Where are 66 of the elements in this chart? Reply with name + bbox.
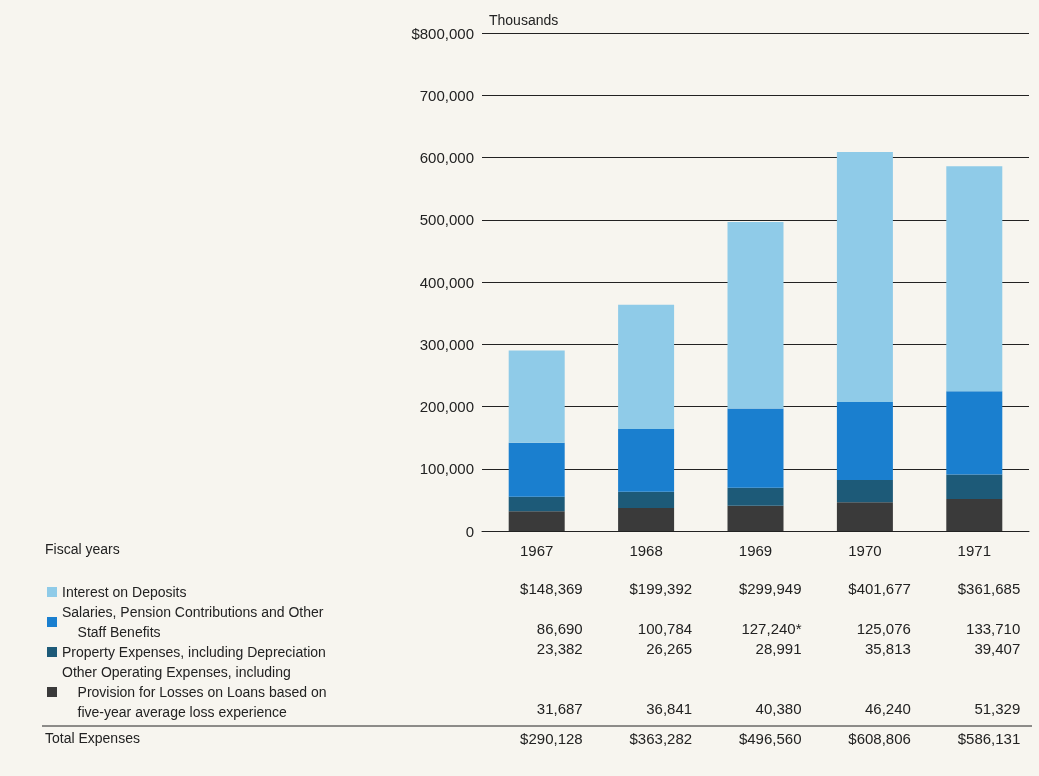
y-tick-label: 300,000 bbox=[419, 335, 474, 353]
legend-label: Salaries, Pension Contributions and Other Staff Benefits bbox=[62, 604, 324, 640]
data-label: 39,407 bbox=[974, 639, 1021, 657]
y-tick-label: 400,000 bbox=[419, 273, 474, 291]
legend-label: Other Operating Expenses, including Provision for Losses on Loans based on five-year average loss experience bbox=[62, 664, 327, 720]
bar bbox=[618, 508, 675, 531]
bar bbox=[836, 152, 893, 403]
y-tick-label: 100,000 bbox=[419, 460, 474, 478]
text: $496,560 bbox=[738, 729, 802, 747]
text: $608,806 bbox=[848, 729, 911, 747]
bar bbox=[618, 428, 675, 492]
data-label: 35,813 bbox=[865, 639, 911, 657]
data-label: 86,690 bbox=[536, 619, 583, 637]
text: $363,282 bbox=[629, 729, 693, 747]
bar bbox=[946, 474, 1003, 500]
x-tick-label: 1970 bbox=[848, 542, 882, 559]
legend-label: Interest on Deposits bbox=[62, 584, 187, 600]
bar bbox=[508, 350, 565, 443]
text: $290,128 bbox=[520, 729, 583, 747]
bar bbox=[727, 505, 784, 531]
data-label: 127,240* bbox=[741, 619, 802, 637]
bar bbox=[618, 491, 675, 509]
x-tick-label: 1971 bbox=[957, 542, 991, 559]
data-label: 28,991 bbox=[755, 639, 802, 657]
legend-label: Property Expenses, including Depreciation bbox=[62, 644, 326, 660]
bar bbox=[836, 502, 893, 531]
text: Total Expenses bbox=[45, 730, 140, 746]
data-label: 51,329 bbox=[974, 699, 1021, 717]
x-tick-label: 1968 bbox=[629, 542, 663, 559]
data-label: 100,784 bbox=[637, 619, 693, 637]
bar bbox=[727, 408, 784, 488]
text: Fiscal years bbox=[45, 541, 120, 557]
data-label: $401,677 bbox=[848, 579, 911, 597]
y-tick-label: 0 bbox=[465, 522, 474, 540]
data-label: 31,687 bbox=[536, 699, 583, 717]
bar bbox=[508, 496, 565, 512]
bar bbox=[508, 511, 565, 531]
x-tick-label: 1967 bbox=[520, 542, 554, 559]
data-label: $148,369 bbox=[520, 579, 583, 597]
text: $586,131 bbox=[957, 729, 1021, 747]
bar bbox=[508, 442, 565, 497]
data-label: $299,949 bbox=[738, 579, 802, 597]
data-label: 40,380 bbox=[755, 699, 802, 717]
data-label: 125,076 bbox=[856, 619, 911, 637]
y-tick-label: 700,000 bbox=[419, 86, 474, 104]
bar bbox=[836, 479, 893, 503]
y-axis-title: Thousands bbox=[489, 12, 559, 28]
bar bbox=[836, 402, 893, 480]
y-tick-label: 500,000 bbox=[419, 211, 474, 229]
bar bbox=[946, 499, 1003, 531]
bar bbox=[727, 221, 784, 409]
data-label: 26,265 bbox=[646, 639, 693, 657]
data-label: 133,710 bbox=[966, 619, 1021, 637]
bar bbox=[618, 304, 675, 429]
data-label: 23,382 bbox=[536, 639, 583, 657]
data-label: $199,392 bbox=[629, 579, 693, 597]
x-tick-label: 1969 bbox=[738, 542, 773, 559]
bar bbox=[946, 166, 1003, 392]
bar bbox=[946, 391, 1003, 475]
data-label: 46,240 bbox=[865, 699, 911, 717]
data-label: 36,841 bbox=[646, 699, 693, 717]
y-tick-label: 200,000 bbox=[419, 398, 474, 415]
y-tick-label: 600,000 bbox=[419, 149, 474, 166]
y-tick-label: $800,000 bbox=[411, 24, 474, 42]
bar bbox=[727, 487, 784, 506]
data-label: $361,685 bbox=[957, 579, 1021, 597]
